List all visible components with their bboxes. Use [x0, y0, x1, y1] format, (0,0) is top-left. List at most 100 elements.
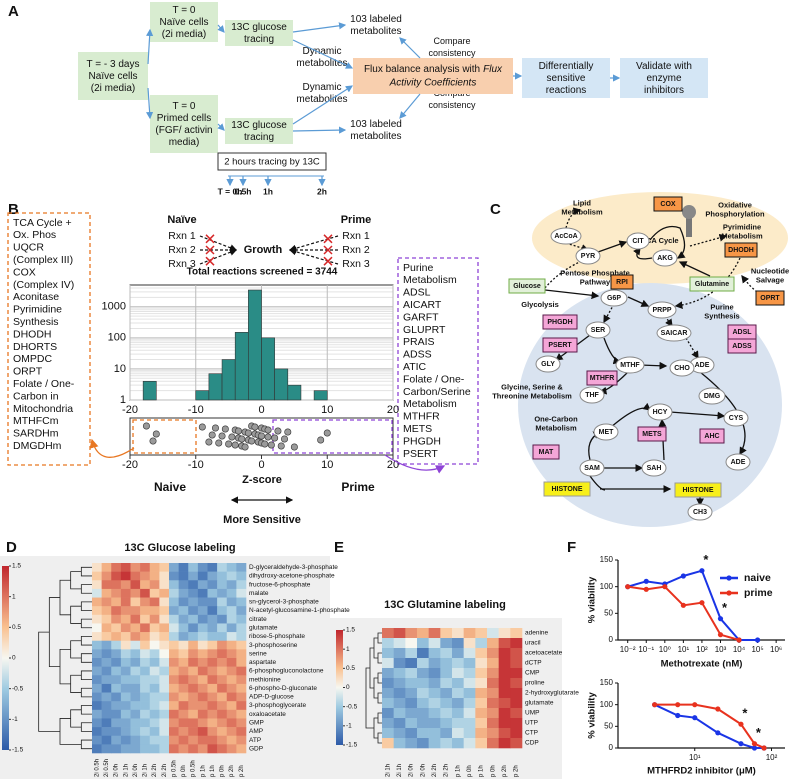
arrow [597, 240, 628, 253]
enzyme-box [586, 370, 618, 386]
heatmap-cell [130, 597, 141, 607]
node-label: SER [591, 327, 605, 334]
heatmap-cell [92, 692, 102, 702]
node-label: MTHFR [590, 375, 615, 382]
heatmap-cell [92, 606, 102, 616]
pathway-label: Glycolysis [521, 300, 559, 309]
y-tick-label: 150 [600, 678, 614, 687]
heatmap-cell [111, 588, 122, 598]
heatmap-cell [393, 678, 406, 689]
reaction-name: OMPDC [13, 353, 53, 365]
dendrogram-branch [38, 631, 60, 732]
heatmap-cell [130, 580, 141, 590]
node-label: METS [642, 431, 662, 438]
node-label: AHC [704, 433, 719, 440]
heatmap-cell [440, 688, 453, 699]
heatmap-cell [226, 675, 237, 685]
pathway-label: Nucleotide Salvage [751, 266, 789, 284]
step-box [225, 118, 293, 144]
heatmap-cell [120, 744, 131, 754]
node-label: MAT [539, 449, 554, 456]
data-point [680, 602, 686, 608]
heatmap-cell [159, 632, 170, 642]
heatmap-cell [197, 632, 208, 642]
heatmap-cell [510, 698, 523, 709]
heatmap-cell [417, 738, 429, 749]
x-tick-label: -20 [122, 459, 138, 471]
heatmap-cell [498, 728, 511, 739]
label: 103 labeled metabolites [350, 14, 402, 37]
text-line: Oxidative [718, 200, 752, 209]
histogram-bar [313, 390, 328, 401]
heatmap-cell [159, 666, 170, 676]
heatmap-cell [120, 709, 131, 719]
x-tick-label: 10 [321, 459, 333, 471]
column-label: 2i 1h [143, 764, 149, 777]
chart-title: 13C Glutamine labeling [384, 599, 506, 611]
strip-point [271, 434, 279, 442]
heatmap-cell [236, 692, 247, 702]
metabolite-node [687, 503, 713, 521]
heatmap-cell [92, 675, 102, 685]
heatmap-cell [92, 614, 102, 624]
heatmap-cell [188, 718, 199, 728]
text-line: Synthesis [704, 311, 739, 320]
heatmap-cell [405, 658, 418, 669]
heatmap-cell [487, 698, 499, 709]
heatmap-cell [463, 728, 476, 739]
heatmap-cell [475, 628, 488, 639]
colorbar-label: -1.5 [346, 742, 358, 749]
heatmap-cell [440, 638, 453, 649]
text-line: inhibitors [644, 85, 684, 96]
heatmap-cell [207, 692, 218, 702]
timepoint-label: T = 0h [218, 186, 243, 196]
heatmap-cell [510, 738, 523, 749]
heatmap-cell [236, 718, 247, 728]
metabolite-node [641, 459, 667, 477]
heatmap-cell [159, 744, 170, 754]
heatmap-cell [510, 668, 523, 679]
series-line [627, 569, 758, 641]
heatmap-cell [510, 638, 523, 649]
text-line: Phosphorylation [705, 209, 765, 218]
heatmap-cell [140, 666, 151, 676]
heatmap-cell [440, 658, 453, 669]
text-line: Pathway [580, 277, 611, 286]
y-tick-label: 100 [108, 332, 126, 344]
metabolite-node [535, 355, 561, 373]
heatmap-cell [169, 683, 179, 693]
row-label: GDP [249, 745, 263, 752]
node-label: SAICAR [661, 330, 688, 337]
node-label: SAM [584, 465, 600, 472]
strip-point [277, 442, 285, 450]
heatmap-cell [226, 614, 237, 624]
heatmap-cell [487, 738, 499, 749]
pathway-label: Oxidative Phosphorylation [705, 200, 765, 218]
heatmap-cell [149, 709, 160, 719]
heatmap-cell [111, 658, 122, 667]
heatmap-cell [169, 735, 179, 745]
heatmap-cell [452, 728, 464, 739]
y-tick-label: 10 [114, 363, 126, 375]
heatmap-cell [510, 708, 523, 719]
node-label: ADSL [732, 329, 752, 336]
colorbar-label: -0.5 [346, 703, 358, 710]
legend-swatch [726, 590, 732, 596]
label: Compare consistency [428, 36, 476, 58]
data-point [652, 702, 658, 708]
heatmap-cell [417, 668, 429, 679]
heatmap-cell [92, 623, 102, 633]
heatmap-cell [92, 718, 102, 728]
heatmap-cell [217, 649, 228, 659]
strip-point [234, 427, 242, 435]
heatmap-cell [178, 735, 189, 745]
step-box [522, 58, 610, 98]
heatmap-cell [463, 638, 476, 649]
heatmap-cell [226, 571, 237, 581]
column-label: p 1h [210, 765, 216, 777]
heatmap-cell [405, 638, 418, 649]
heatmap-cell [159, 658, 170, 667]
metabolite-node [600, 289, 628, 307]
node-label: CHO [674, 365, 690, 372]
strip-point [284, 428, 292, 436]
